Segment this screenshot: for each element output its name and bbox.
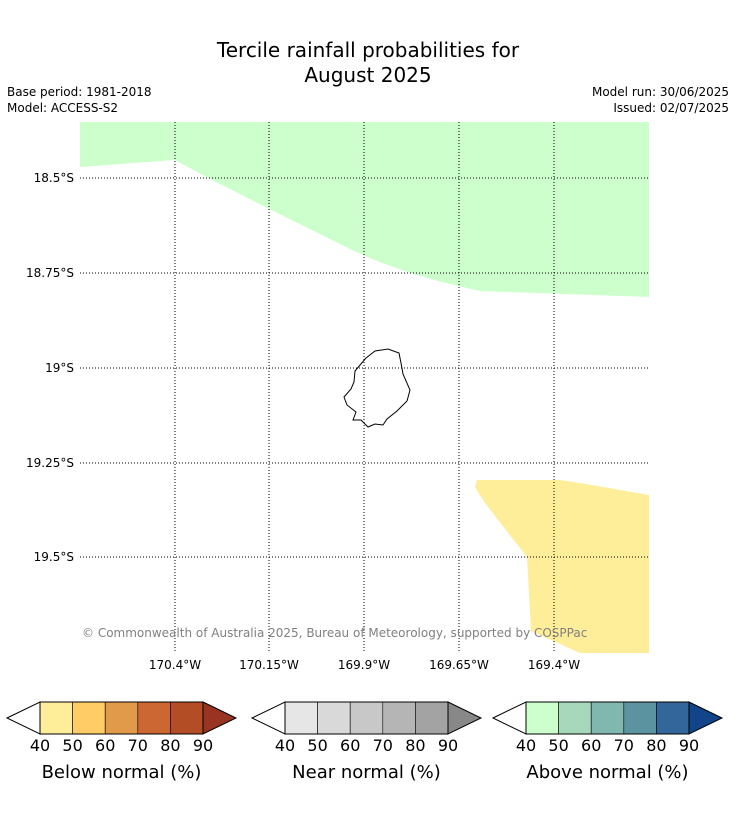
colorbar-tick-label: 70 bbox=[373, 736, 393, 755]
lat-label: 19.5°S bbox=[34, 550, 74, 564]
colorbar-tick-label: 90 bbox=[679, 736, 699, 755]
colorbar-tick-label: 60 bbox=[340, 736, 360, 755]
colorbar-segment bbox=[525, 701, 559, 735]
title-line-2: August 2025 bbox=[304, 63, 432, 87]
colorbar-tick-label: 40 bbox=[30, 736, 50, 755]
meta-left: Base period: 1981-2018 Model: ACCESS-S2 bbox=[7, 84, 152, 116]
colorbar-tick-label: 40 bbox=[275, 736, 295, 755]
colorbar-outline bbox=[39, 701, 204, 735]
model-name: Model: ACCESS-S2 bbox=[7, 101, 119, 115]
map-title: Tercile rainfall probabilities for Augus… bbox=[0, 38, 736, 88]
colorbar-extend-high bbox=[447, 701, 483, 735]
colorbar: 40 50 60 70 80 90 Below normal (%) bbox=[5, 701, 238, 783]
colorbar-extend-low bbox=[250, 701, 286, 735]
colorbar-segment bbox=[170, 701, 204, 735]
colorbar-segment bbox=[72, 701, 106, 735]
colorbar-segment bbox=[623, 701, 657, 735]
lat-label: 19°S bbox=[45, 361, 74, 375]
colorbar-title: Below normal (%) bbox=[42, 762, 202, 783]
lon-label: 169.4°W bbox=[528, 658, 580, 672]
colorbar-extend-high bbox=[688, 701, 724, 735]
colorbar-segment bbox=[415, 701, 449, 735]
base-period: Base period: 1981-2018 bbox=[7, 85, 152, 99]
colorbar-title: Above normal (%) bbox=[526, 762, 688, 783]
colorbar-extend-high bbox=[202, 701, 238, 735]
colorbar-legend: 40 50 60 70 80 90 Below normal (%) 40 50 60 70 80 90… bbox=[5, 701, 724, 783]
model-run: Model run: 30/06/2025 bbox=[591, 85, 729, 99]
colorbar-outline bbox=[284, 701, 449, 735]
lon-label: 169.65°W bbox=[429, 658, 489, 672]
colorbar-segment bbox=[137, 701, 171, 735]
copyright-notice: © Commonwealth of Australia 2025, Bureau… bbox=[82, 626, 587, 640]
lat-label: 19.25°S bbox=[26, 456, 74, 470]
colorbar-tick-label: 90 bbox=[438, 736, 458, 755]
lat-label: 18.75°S bbox=[26, 266, 74, 280]
colorbar: 40 50 60 70 80 90 Near normal (%) bbox=[250, 701, 483, 783]
colorbar-tick-label: 80 bbox=[160, 736, 180, 755]
colorbar-tick-label: 90 bbox=[193, 736, 213, 755]
title-line-1: Tercile rainfall probabilities for bbox=[216, 38, 520, 62]
colorbar: 40 50 60 70 80 90 Above normal (%) bbox=[491, 701, 724, 783]
colorbar-segment bbox=[284, 701, 318, 735]
issued-date: Issued: 02/07/2025 bbox=[613, 101, 729, 115]
lon-label: 169.9°W bbox=[338, 658, 390, 672]
island-outline bbox=[343, 348, 411, 428]
colorbar-segment bbox=[317, 701, 351, 735]
colorbar-tick-label: 70 bbox=[128, 736, 148, 755]
colorbar-tick-label: 80 bbox=[646, 736, 666, 755]
colorbar-tick-label: 70 bbox=[614, 736, 634, 755]
colorbar-segment bbox=[39, 701, 73, 735]
colorbar-outline bbox=[525, 701, 690, 735]
meta-right: Model run: 30/06/2025 Issued: 02/07/2025 bbox=[592, 84, 729, 116]
colorbar-tick-label: 50 bbox=[548, 736, 568, 755]
below-normal-region bbox=[475, 480, 649, 653]
colorbar-tick-label: 50 bbox=[307, 736, 327, 755]
colorbar-tick-label: 60 bbox=[581, 736, 601, 755]
colorbar-segment bbox=[382, 701, 416, 735]
colorbar-tick-label: 50 bbox=[62, 736, 82, 755]
lon-label: 170.15°W bbox=[239, 658, 299, 672]
colorbar-extend-low bbox=[491, 701, 527, 735]
colorbar-extend-low bbox=[5, 701, 41, 735]
lat-label: 18.5°S bbox=[34, 171, 74, 185]
colorbar-segment bbox=[590, 701, 625, 735]
colorbar-tick-label: 40 bbox=[516, 736, 536, 755]
lon-label: 170.4°W bbox=[149, 658, 201, 672]
colorbar-segment bbox=[349, 701, 384, 735]
colorbar-tick-label: 80 bbox=[405, 736, 425, 755]
colorbar-segment bbox=[104, 701, 139, 735]
colorbar-segment bbox=[558, 701, 592, 735]
colorbar-segment bbox=[656, 701, 690, 735]
colorbar-title: Near normal (%) bbox=[292, 762, 441, 783]
colorbar-tick-label: 60 bbox=[95, 736, 115, 755]
